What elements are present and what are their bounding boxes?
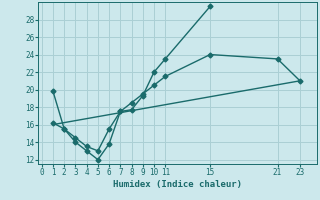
X-axis label: Humidex (Indice chaleur): Humidex (Indice chaleur) bbox=[113, 180, 242, 189]
